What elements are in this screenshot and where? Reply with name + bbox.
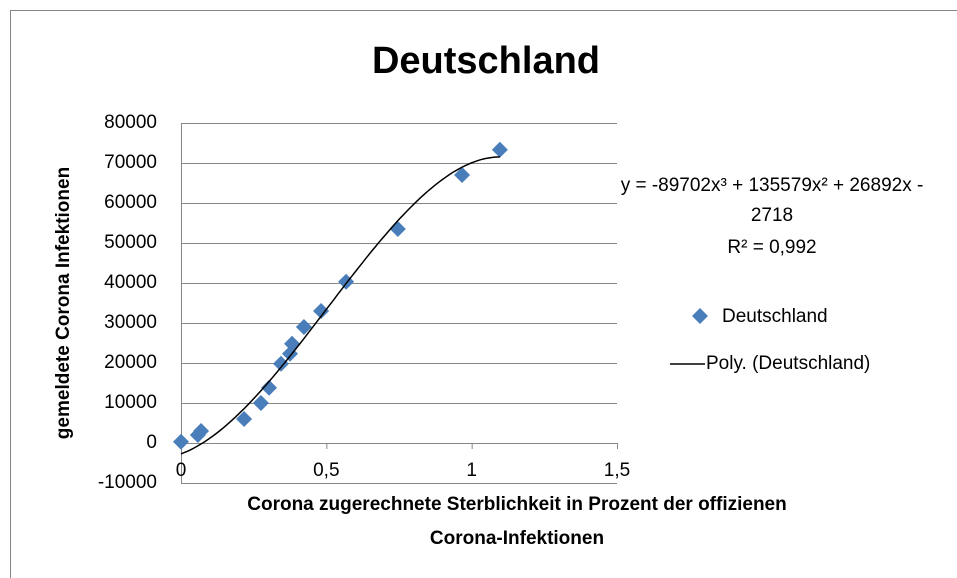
y-axis-label: gemeldete Corona Infektionen [53,167,74,439]
r-squared: R² = 0,992 [727,237,816,258]
data-point [236,411,253,427]
y-tick-label: 30000 [104,312,157,333]
y-tick-label: 60000 [104,192,157,213]
trendline-equation: 2718 [751,205,793,226]
x-tick-label: 0,5 [313,460,339,481]
y-tick-label: 70000 [104,152,157,173]
y-tick-label: 80000 [104,112,157,133]
trendline [180,156,500,455]
x-tick-label: 1 [466,460,477,481]
data-point [313,303,330,319]
legend-label: Poly. (Deutschland) [706,353,870,374]
y-tick-label: 0 [146,432,157,453]
chart-title: Deutschland [372,40,600,82]
x-tick-label: 0 [176,460,187,481]
data-point [454,167,471,183]
data-point [261,379,278,396]
y-tick-label: 50000 [104,232,157,253]
data-point [193,423,210,439]
y-tick-label: 10000 [104,392,157,413]
x-axis-label: Corona-Infektionen [430,528,604,549]
data-point [295,319,312,335]
y-tick-label: 20000 [104,352,157,373]
data-point [272,355,289,372]
data-point [491,141,508,158]
data-point [252,395,269,411]
x-tick-label: 1,5 [604,460,630,481]
x-axis-label: Corona zugerechnete Sterblichkeit in Pro… [247,494,786,515]
legend-marker [692,308,708,324]
y-tick-label: 40000 [104,272,157,293]
data-point [173,433,189,450]
legend-label: Deutschland [722,306,828,327]
trendline-equation: y = -89702x³ + 135579x² + 26892x - [621,175,924,196]
y-tick-label: -10000 [98,472,157,493]
